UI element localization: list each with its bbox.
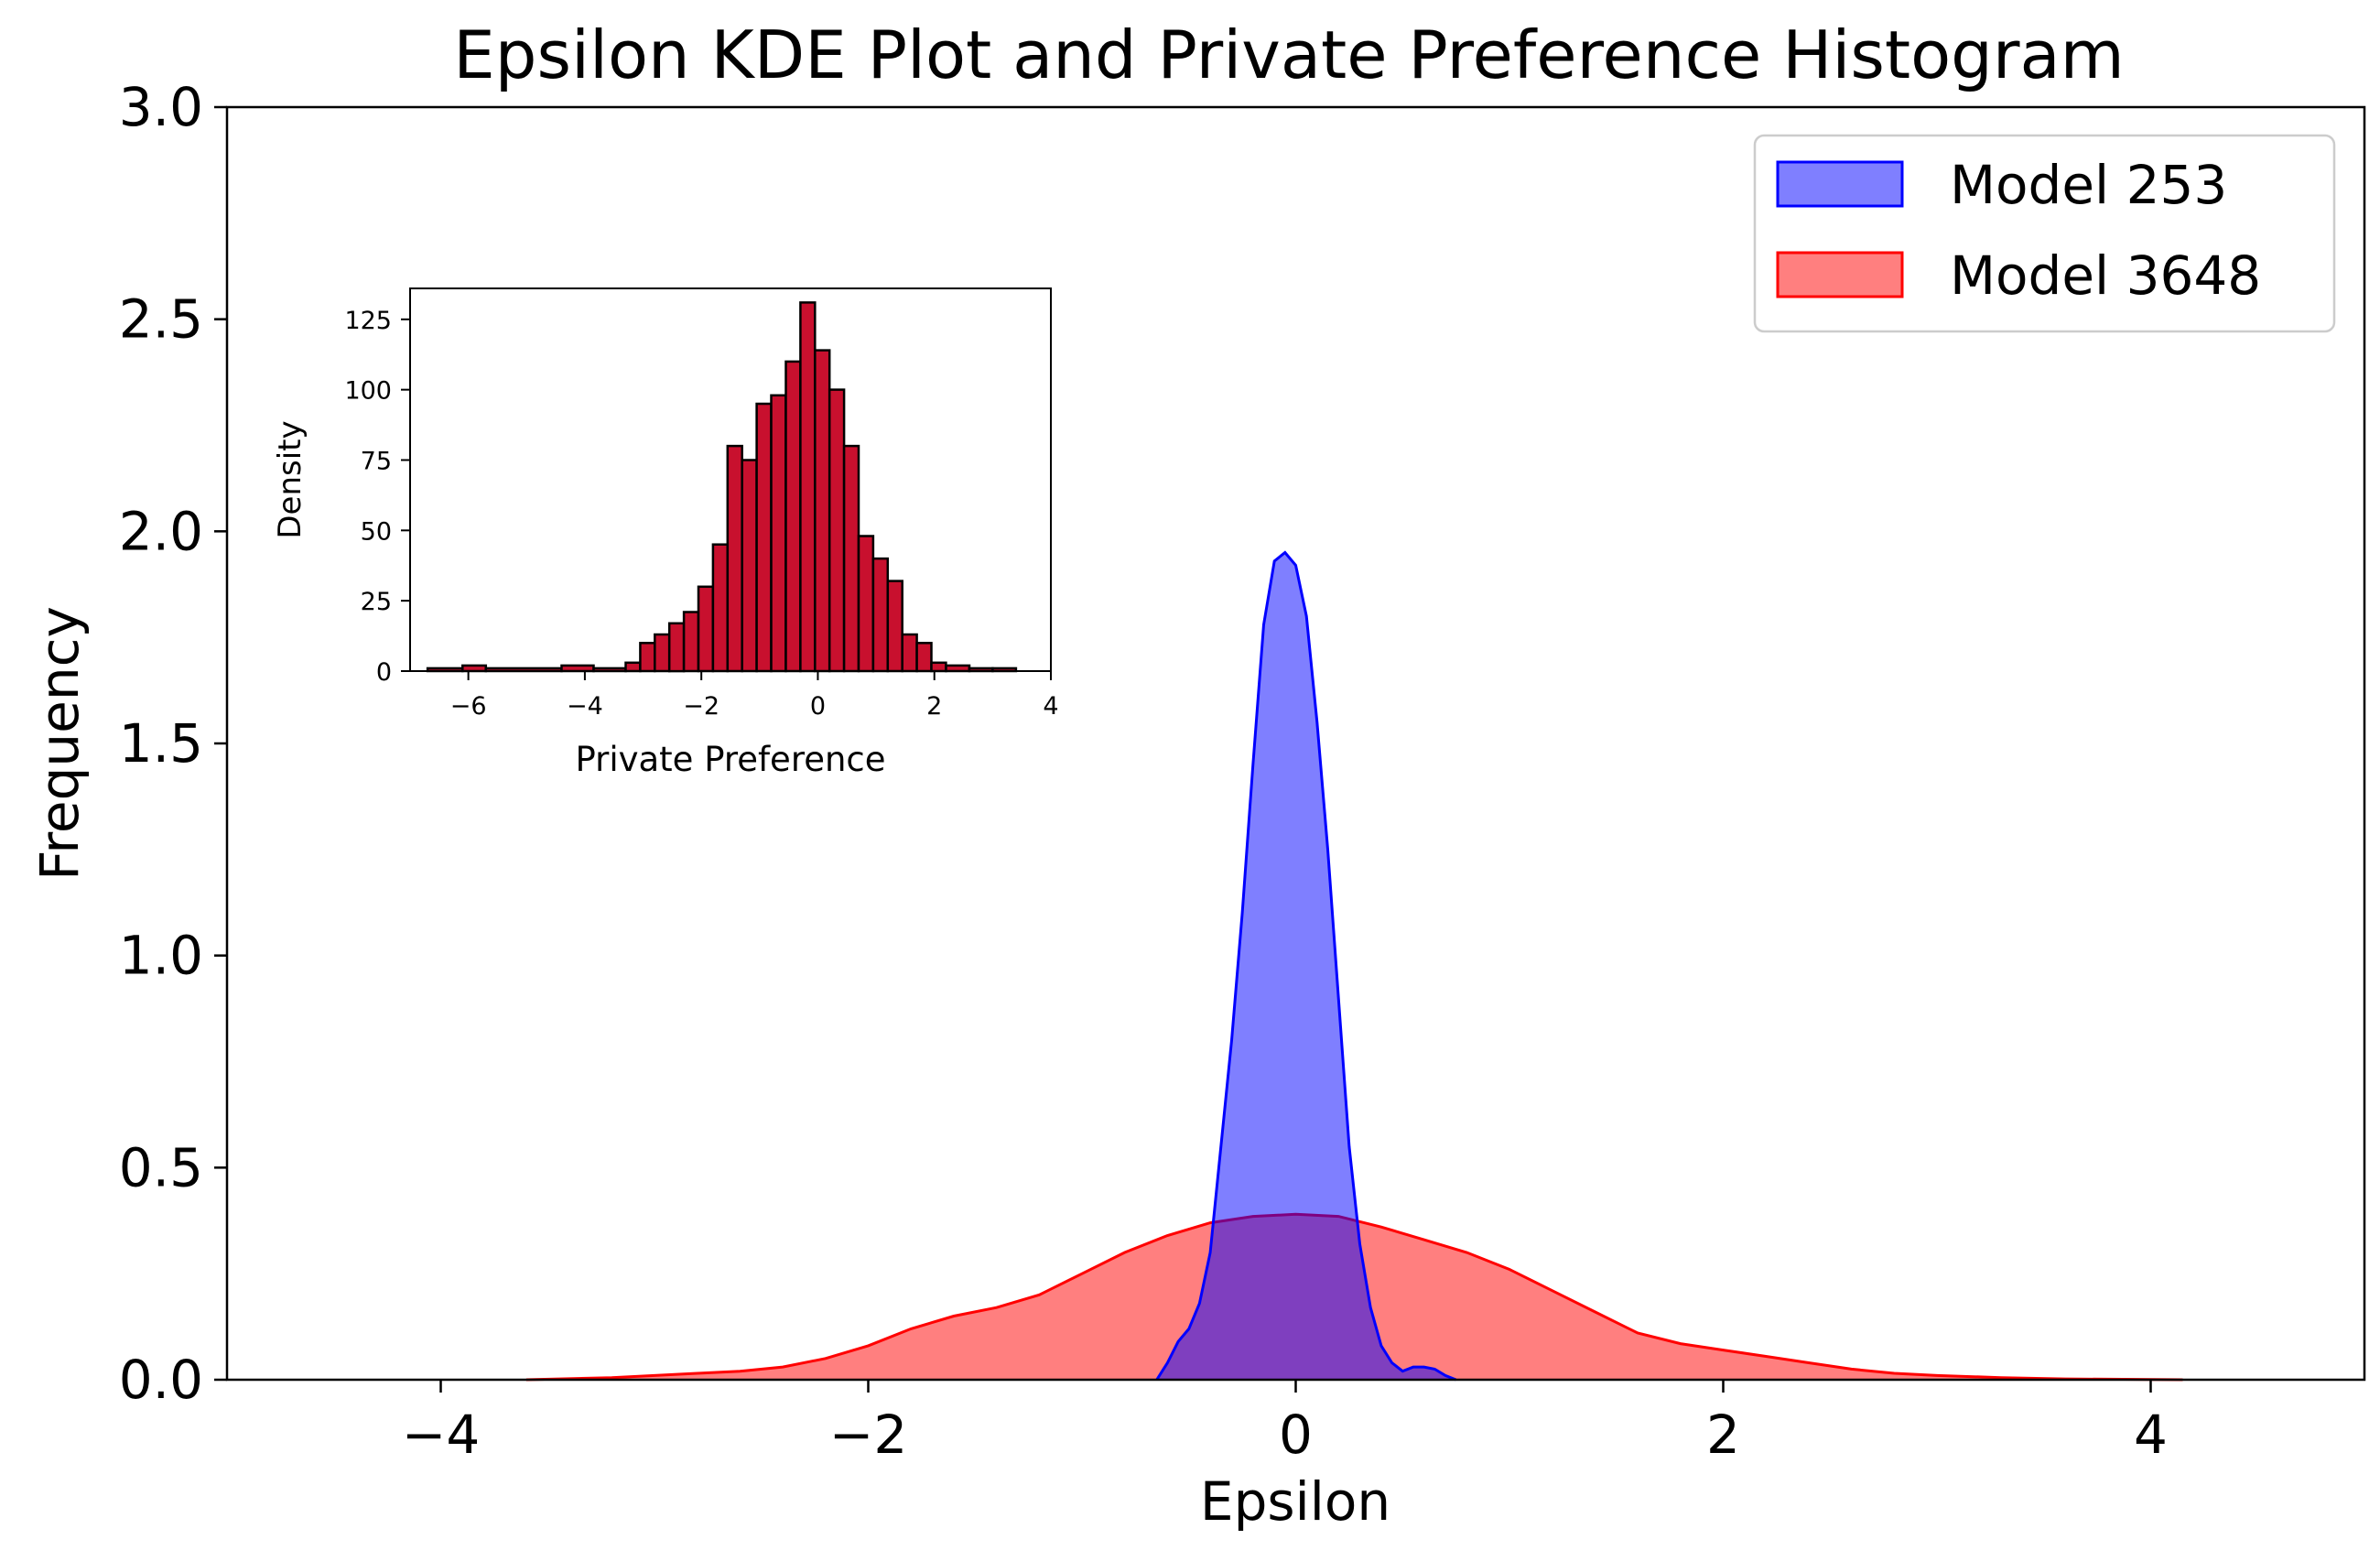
histogram-bar xyxy=(871,557,890,673)
inset-histogram: −6 −4 −2 0 2 4 0 25 50 75 100 125 Private Preferen… xyxy=(272,287,1059,779)
legend-swatch-model-253 xyxy=(1776,160,1904,208)
inset-x-tick-label: −2 xyxy=(683,692,719,721)
histogram-bar xyxy=(726,444,743,673)
inset-x-tick-label: 0 xyxy=(810,692,826,721)
histogram-bar xyxy=(770,394,787,673)
kde-line-model-253 xyxy=(1155,550,1457,1382)
legend-label-model-3648: Model 3648 xyxy=(1950,244,2261,307)
inset-x-axis-label: Private Preference xyxy=(575,740,885,779)
histogram-bar xyxy=(828,388,846,673)
main-y-tick-label: 2.5 xyxy=(119,288,203,351)
histogram-bar xyxy=(682,611,700,673)
inset-y-axis: 0 25 50 75 100 125 xyxy=(344,307,410,687)
main-y-tick-label: 1.0 xyxy=(119,925,203,987)
main-y-tick-label: 0.0 xyxy=(119,1349,203,1411)
histogram-bar xyxy=(654,633,671,673)
histogram-bar xyxy=(842,444,860,673)
main-y-tick-label: 1.5 xyxy=(119,712,203,775)
main-y-axis-label: Frequency xyxy=(28,606,91,881)
histogram-bar xyxy=(799,301,817,673)
histogram-bar xyxy=(639,642,656,673)
inset-y-tick-label: 100 xyxy=(344,377,392,406)
histogram-bar xyxy=(741,459,758,673)
histogram-bar xyxy=(814,349,831,673)
inset-x-tick-label: 2 xyxy=(926,692,942,721)
kde-series-layer xyxy=(525,550,2183,1382)
histogram-bar xyxy=(930,661,947,673)
histogram-bar xyxy=(667,622,686,673)
legend-label-model-253: Model 253 xyxy=(1950,154,2227,216)
histogram-bar xyxy=(784,360,802,673)
main-x-tick-label: 2 xyxy=(1706,1404,1740,1466)
histogram-bar xyxy=(857,535,875,673)
main-y-axis: 0.0 0.5 1.0 1.5 2.0 2.5 3.0 xyxy=(119,76,227,1411)
inset-y-axis-label: Density xyxy=(272,420,308,538)
histogram-bar xyxy=(886,580,903,673)
histogram-bar xyxy=(697,585,715,673)
main-x-tick-label: 4 xyxy=(2134,1404,2168,1466)
inset-y-tick-label: 125 xyxy=(344,307,392,335)
legend-swatch-model-3648 xyxy=(1776,251,1904,298)
inset-x-tick-label: 4 xyxy=(1043,692,1058,721)
inset-y-tick-label: 25 xyxy=(361,588,392,616)
inset-x-tick-label: −6 xyxy=(450,692,487,721)
kde-area-model-253 xyxy=(1156,552,1456,1380)
histogram-bar xyxy=(915,642,933,673)
inset-x-axis: −6 −4 −2 0 2 4 xyxy=(450,671,1059,721)
main-y-tick-label: 3.0 xyxy=(119,76,203,138)
histogram-bar xyxy=(755,402,773,673)
main-x-axis: −4 −2 0 2 4 xyxy=(402,1380,2168,1466)
main-y-tick-label: 2.0 xyxy=(119,500,203,562)
inset-x-tick-label: −4 xyxy=(567,692,603,721)
main-plot: −4 −2 0 2 4 0.0 0.5 1.0 1.5 2.0 2.5 3.0 Epsilon Fr… xyxy=(28,76,2366,1533)
histogram-bar xyxy=(711,543,730,673)
inset-y-tick-label: 0 xyxy=(376,658,392,687)
main-x-tick-label: −4 xyxy=(402,1404,481,1466)
inset-frame xyxy=(409,287,1052,672)
main-y-tick-label: 0.5 xyxy=(119,1136,203,1198)
main-x-axis-label: Epsilon xyxy=(1200,1470,1390,1533)
legend: Model 253 Model 3648 xyxy=(1753,134,2336,333)
histogram-bar xyxy=(901,633,918,673)
chart-title: Epsilon KDE Plot and Private Preference … xyxy=(453,16,2125,93)
main-x-tick-label: 0 xyxy=(1279,1404,1313,1466)
inset-y-tick-label: 75 xyxy=(361,447,392,475)
histogram-bar xyxy=(624,661,642,673)
inset-y-tick-label: 50 xyxy=(361,517,392,546)
main-x-tick-label: −2 xyxy=(829,1404,908,1466)
